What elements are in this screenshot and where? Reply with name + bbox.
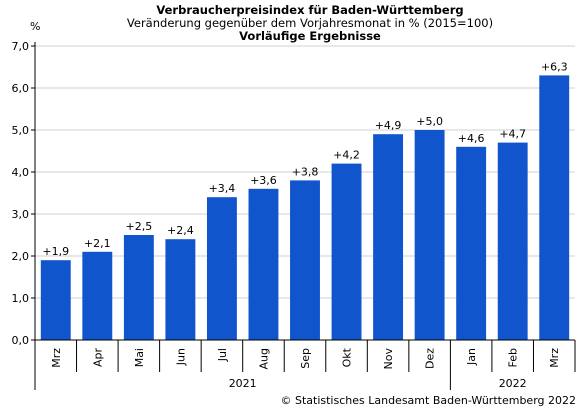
x-tick-label: Mrz bbox=[50, 348, 63, 368]
bar bbox=[331, 163, 362, 340]
data-label: +3,4 bbox=[209, 182, 236, 195]
x-tick-label: Feb bbox=[507, 348, 520, 367]
data-label: +4,9 bbox=[375, 119, 402, 132]
x-tick-label: Jan bbox=[465, 348, 478, 366]
bar bbox=[40, 260, 71, 340]
y-axis-unit: % bbox=[30, 20, 40, 33]
bar bbox=[248, 188, 279, 340]
data-label: +1,9 bbox=[42, 245, 69, 258]
x-tick-label: Okt bbox=[341, 347, 354, 367]
data-label: +3,8 bbox=[292, 165, 319, 178]
bar bbox=[456, 146, 487, 340]
x-tick-label: Jul bbox=[216, 348, 229, 362]
y-tick-label: 0,0 bbox=[12, 334, 30, 347]
x-tick-label: Mrz bbox=[548, 348, 561, 368]
copyright-note: © Statistisches Landesamt Baden-Württemb… bbox=[280, 394, 576, 407]
y-tick-label: 1,0 bbox=[12, 292, 30, 305]
data-label: +4,6 bbox=[458, 132, 485, 145]
x-tick-label: Dez bbox=[424, 348, 437, 369]
data-label: +2,1 bbox=[84, 237, 111, 250]
bar bbox=[165, 239, 196, 340]
bar bbox=[539, 75, 570, 341]
x-tick-label: Mai bbox=[133, 348, 146, 367]
x-tick-label: Apr bbox=[91, 348, 104, 368]
chart-title: Verbraucherpreisindex für Baden-Württemb… bbox=[156, 3, 463, 17]
x-tick-label: Sep bbox=[299, 348, 312, 369]
bar bbox=[82, 251, 113, 340]
bar bbox=[497, 142, 528, 340]
year-label: 2021 bbox=[229, 377, 257, 390]
bar bbox=[373, 134, 404, 340]
year-label: 2022 bbox=[499, 377, 527, 390]
y-tick-label: 2,0 bbox=[12, 250, 30, 263]
bar bbox=[123, 235, 154, 340]
data-label: +3,6 bbox=[250, 174, 277, 187]
x-tick-label: Nov bbox=[382, 348, 395, 370]
data-label: +4,7 bbox=[499, 128, 526, 141]
data-label: +5,0 bbox=[416, 115, 443, 128]
x-tick-label: Aug bbox=[257, 348, 270, 369]
y-tick-label: 5,0 bbox=[12, 124, 30, 137]
data-label: +4,2 bbox=[333, 149, 360, 162]
chart-subtitle: Veränderung gegenüber dem Vorjahresmonat… bbox=[127, 16, 493, 30]
x-tick-label: Jun bbox=[174, 348, 187, 366]
y-tick-label: 3,0 bbox=[12, 208, 30, 221]
data-label: +6,3 bbox=[541, 60, 568, 73]
axes: 0,0 1,0 2,0 3,0 4,0 5,0 6,0 7,0 Mrz Apr Mai Jun Jul A… bbox=[12, 40, 576, 390]
bar bbox=[414, 130, 445, 340]
y-tick-label: 7,0 bbox=[12, 40, 30, 53]
y-tick-label: 4,0 bbox=[12, 166, 30, 179]
data-label: +2,5 bbox=[125, 220, 152, 233]
bar bbox=[290, 180, 320, 340]
chart-subtitle-2: Vorläufige Ergebnisse bbox=[239, 29, 381, 43]
y-tick-label: 6,0 bbox=[12, 82, 30, 95]
bar bbox=[206, 197, 237, 340]
data-label: +2,4 bbox=[167, 224, 194, 237]
bars: +1,9 +2,1 +2,5 +2,4 +3,4 +3,6 +3,8 +4,2 +4,9 +5,0… bbox=[40, 60, 570, 341]
